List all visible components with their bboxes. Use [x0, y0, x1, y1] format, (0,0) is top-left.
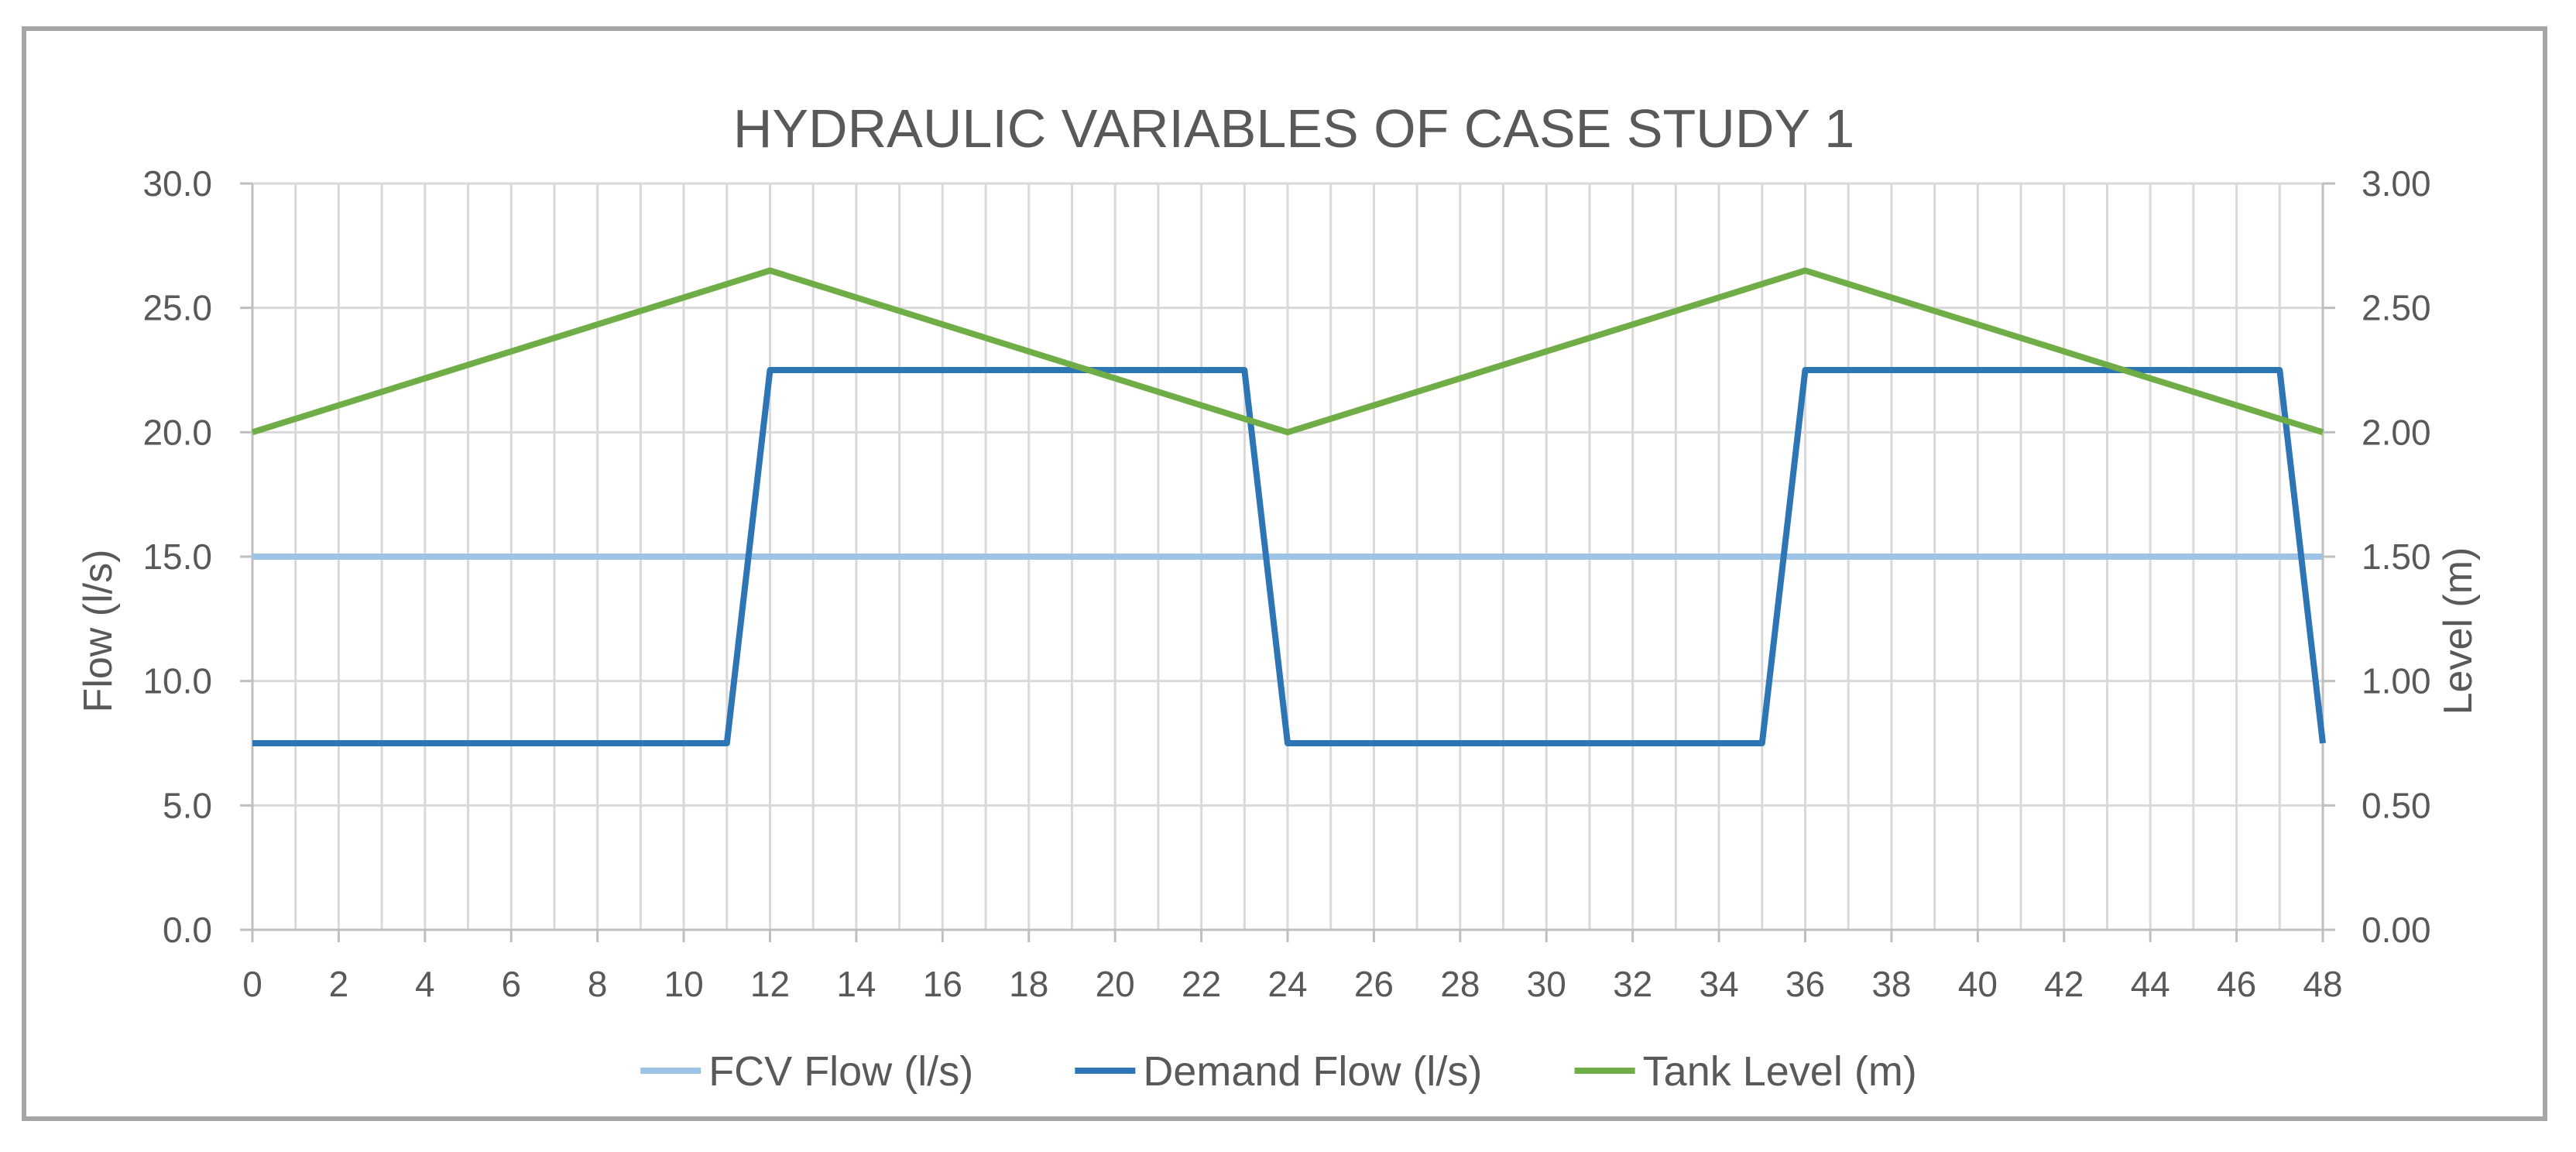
x-tick-label: 16	[923, 964, 962, 1004]
y-tick-label: 30.0	[142, 163, 212, 204]
y2-tick-label: 1.00	[2362, 661, 2431, 701]
x-tick-label: 12	[750, 964, 790, 1004]
y2-tick-label: 1.50	[2362, 537, 2431, 577]
y-tick-label: 15.0	[142, 537, 212, 577]
y2-tick-label: 2.00	[2362, 412, 2431, 452]
y-axis-label: Flow (l/s)	[76, 550, 121, 713]
x-tick-label: 22	[1182, 964, 1221, 1004]
y2-tick-label: 0.00	[2362, 910, 2431, 950]
y2-axis-label: Level (m)	[2436, 547, 2481, 715]
legend-label: FCV Flow (l/s)	[708, 1048, 973, 1095]
x-tick-label: 34	[1699, 964, 1738, 1004]
x-tick-label: 24	[1267, 964, 1307, 1004]
legend-label: Demand Flow (l/s)	[1143, 1048, 1482, 1095]
x-tick-label: 4	[415, 964, 435, 1004]
x-tick-label: 14	[836, 964, 876, 1004]
x-tick-label: 46	[2217, 964, 2256, 1004]
x-tick-label: 10	[664, 964, 703, 1004]
x-tick-label: 20	[1096, 964, 1135, 1004]
x-tick-label: 32	[1613, 964, 1652, 1004]
y2-tick-label: 2.50	[2362, 288, 2431, 328]
x-tick-label: 42	[2044, 964, 2084, 1004]
x-tick-label: 8	[588, 964, 608, 1004]
legend: FCV Flow (l/s) Demand Flow (l/s) Tank Leve…	[640, 1048, 1917, 1095]
x-tick-label: 38	[1871, 964, 1911, 1004]
x-tick-label: 48	[2303, 964, 2342, 1004]
y2-tick-label: 0.50	[2362, 785, 2431, 825]
y-tick-label: 0.0	[163, 910, 212, 950]
y-tick-label: 5.0	[163, 785, 212, 825]
y-tick-label: 25.0	[142, 288, 212, 328]
legend-label: Tank Level (m)	[1643, 1048, 1917, 1095]
y-tick-label: 10.0	[142, 661, 212, 701]
x-tick-label: 2	[329, 964, 349, 1004]
series-line-tank-level-m	[251, 267, 2324, 436]
x-tick-label: 36	[1785, 964, 1825, 1004]
x-tick-label: 26	[1354, 964, 1394, 1004]
x-tick-label: 40	[1958, 964, 1998, 1004]
series-layer	[251, 267, 2326, 746]
y2-tick-label: 3.00	[2362, 163, 2431, 204]
chart-title: HYDRAULIC VARIABLES OF CASE STUDY 1	[733, 98, 1854, 159]
x-tick-label: 44	[2131, 964, 2170, 1004]
x-tick-label: 6	[501, 964, 521, 1004]
axes: 0 2 4 6 8 10 12 14 16 18 20 22 24 26 28 30 32 34 36 38 40 42 4…	[142, 163, 2430, 1004]
y-tick-label: 20.0	[142, 412, 212, 452]
x-tick-label: 30	[1527, 964, 1566, 1004]
x-tick-label: 28	[1440, 964, 1480, 1004]
x-tick-label: 18	[1009, 964, 1048, 1004]
x-tick-label: 0	[242, 964, 262, 1004]
